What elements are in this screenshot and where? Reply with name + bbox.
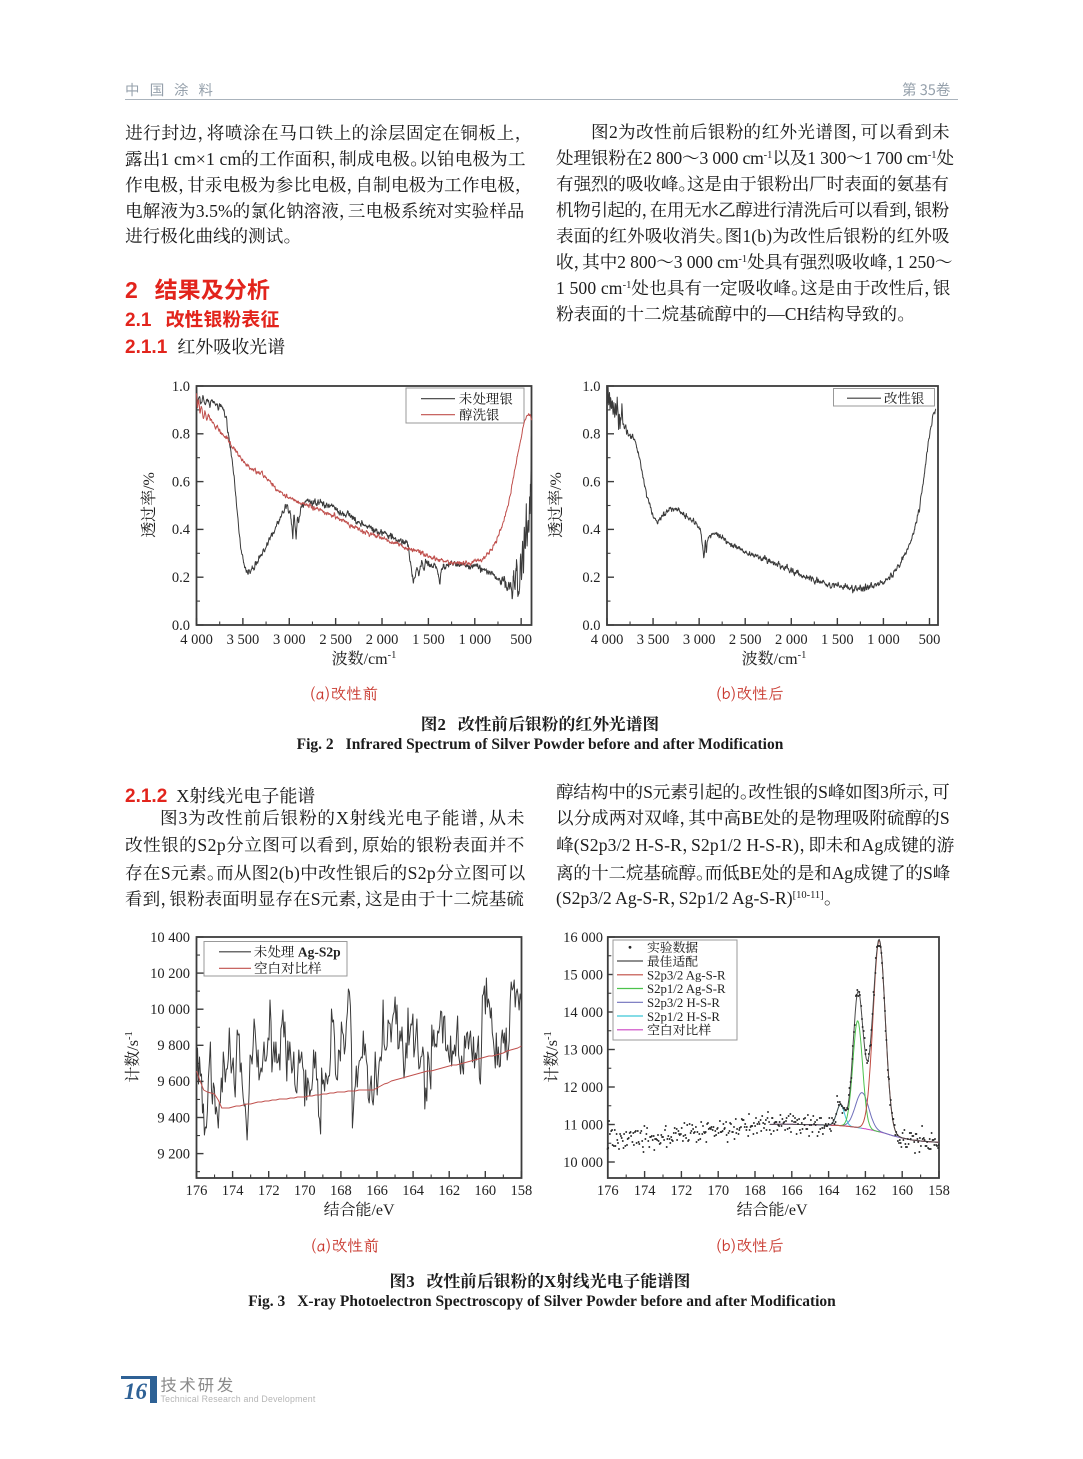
svg-text:透过率/%: 透过率/% <box>547 472 565 538</box>
svg-text:10 000: 10 000 <box>150 1002 190 1018</box>
svg-text:158: 158 <box>928 1183 950 1199</box>
svg-text:13 000: 13 000 <box>563 1042 603 1058</box>
svg-text:结合能/eV: 结合能/eV <box>736 1201 808 1219</box>
svg-text:176: 176 <box>597 1183 619 1199</box>
svg-text:16 000: 16 000 <box>563 930 603 946</box>
svg-text:500: 500 <box>510 632 532 648</box>
svg-text:0.2: 0.2 <box>172 570 190 586</box>
svg-text:未处理银: 未处理银 <box>459 392 513 407</box>
svg-text:160: 160 <box>891 1183 913 1199</box>
svg-text:4 000: 4 000 <box>180 632 213 648</box>
svg-text:176: 176 <box>186 1183 208 1199</box>
svg-text:醇洗银: 醇洗银 <box>459 408 500 423</box>
svg-text:2 500: 2 500 <box>729 632 762 648</box>
svg-text:4 000: 4 000 <box>591 632 624 648</box>
svg-text:S2p1/2 Ag-S-R: S2p1/2 Ag-S-R <box>647 982 726 996</box>
svg-text:172: 172 <box>258 1183 280 1199</box>
svg-text:3 500: 3 500 <box>227 632 260 648</box>
svg-text:166: 166 <box>366 1183 388 1199</box>
svg-text:15 000: 15 000 <box>563 967 603 983</box>
svg-text:1.0: 1.0 <box>582 379 600 395</box>
svg-text:波数/cm-1: 波数/cm-1 <box>742 650 807 668</box>
svg-text:1 000: 1 000 <box>458 632 491 648</box>
svg-text:164: 164 <box>402 1183 425 1199</box>
svg-text:10 000: 10 000 <box>563 1155 603 1171</box>
svg-text:S2p1/2 H-S-R: S2p1/2 H-S-R <box>647 1010 720 1024</box>
svg-text:2 000: 2 000 <box>775 632 808 648</box>
svg-text:1 500: 1 500 <box>821 632 854 648</box>
svg-text:0.0: 0.0 <box>172 618 190 634</box>
svg-text:164: 164 <box>818 1183 841 1199</box>
svg-text:0.0: 0.0 <box>582 618 600 634</box>
svg-text:168: 168 <box>330 1183 352 1199</box>
svg-text:500: 500 <box>919 632 941 648</box>
svg-text:未处理 Ag-S2p: 未处理 Ag-S2p <box>254 945 341 960</box>
svg-text:计数/s-1: 计数/s-1 <box>543 1031 561 1082</box>
svg-text:158: 158 <box>511 1183 533 1199</box>
svg-text:11 000: 11 000 <box>564 1117 603 1133</box>
svg-text:0.6: 0.6 <box>582 474 600 490</box>
svg-text:1 000: 1 000 <box>867 632 900 648</box>
svg-text:改性银: 改性银 <box>884 391 925 406</box>
svg-text:10 200: 10 200 <box>150 966 190 982</box>
svg-text:9 600: 9 600 <box>157 1074 190 1090</box>
svg-text:计数/s-1: 计数/s-1 <box>124 1031 142 1082</box>
svg-text:0.8: 0.8 <box>172 427 190 443</box>
svg-text:S2p3/2 H-S-R: S2p3/2 H-S-R <box>647 996 720 1010</box>
svg-text:12 000: 12 000 <box>563 1080 603 1096</box>
svg-text:162: 162 <box>855 1183 877 1199</box>
svg-text:174: 174 <box>222 1183 245 1199</box>
svg-text:空白对比样: 空白对比样 <box>254 961 322 976</box>
svg-text:透过率/%: 透过率/% <box>140 472 158 538</box>
svg-text:0.6: 0.6 <box>172 474 190 490</box>
svg-text:波数/cm-1: 波数/cm-1 <box>332 650 397 668</box>
svg-text:166: 166 <box>781 1183 803 1199</box>
svg-text:0.2: 0.2 <box>582 570 600 586</box>
svg-text:2 500: 2 500 <box>319 632 352 648</box>
svg-text:最佳适配: 最佳适配 <box>647 955 698 969</box>
svg-text:3 500: 3 500 <box>637 632 670 648</box>
svg-text:3 000: 3 000 <box>273 632 306 648</box>
svg-text:162: 162 <box>438 1183 460 1199</box>
svg-text:170: 170 <box>294 1183 316 1199</box>
svg-text:空白对比样: 空白对比样 <box>647 1023 711 1038</box>
svg-text:0.4: 0.4 <box>582 522 601 538</box>
svg-text:2 000: 2 000 <box>366 632 399 648</box>
svg-text:168: 168 <box>744 1183 766 1199</box>
svg-text:170: 170 <box>707 1183 729 1199</box>
svg-text:172: 172 <box>671 1183 693 1199</box>
svg-text:实验数据: 实验数据 <box>647 941 698 955</box>
svg-text:1.0: 1.0 <box>172 379 190 395</box>
svg-text:1 500: 1 500 <box>412 632 445 648</box>
svg-text:174: 174 <box>634 1183 657 1199</box>
svg-text:结合能/eV: 结合能/eV <box>323 1201 395 1219</box>
svg-text:9 200: 9 200 <box>157 1146 190 1162</box>
svg-text:9 400: 9 400 <box>157 1110 190 1126</box>
svg-text:9 800: 9 800 <box>157 1038 190 1054</box>
svg-text:S2p3/2 Ag-S-R: S2p3/2 Ag-S-R <box>647 969 726 983</box>
svg-text:0.8: 0.8 <box>582 427 600 443</box>
svg-text:0.4: 0.4 <box>172 522 191 538</box>
svg-text:10 400: 10 400 <box>150 930 190 946</box>
svg-text:160: 160 <box>474 1183 496 1199</box>
svg-text:3 000: 3 000 <box>683 632 716 648</box>
svg-text:14 000: 14 000 <box>563 1005 603 1021</box>
